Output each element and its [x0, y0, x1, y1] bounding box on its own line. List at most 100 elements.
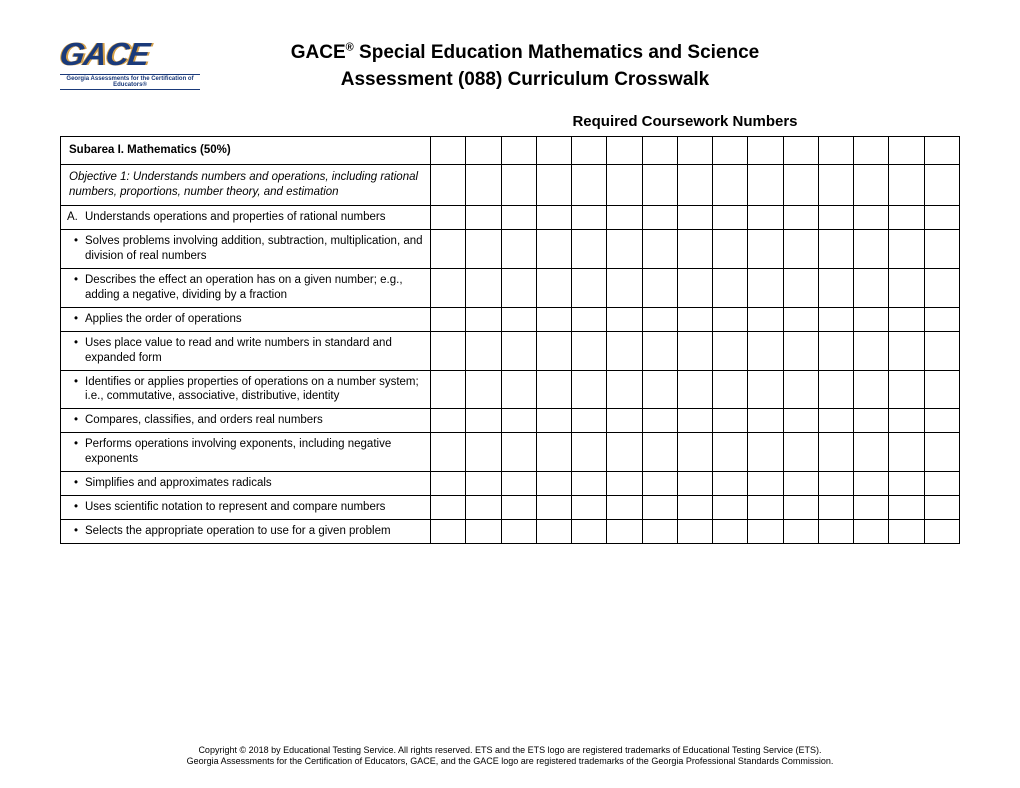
- blank-cell[interactable]: [889, 520, 924, 544]
- blank-cell[interactable]: [854, 520, 889, 544]
- blank-cell[interactable]: [501, 165, 536, 206]
- blank-cell[interactable]: [854, 229, 889, 268]
- blank-cell[interactable]: [536, 229, 571, 268]
- blank-cell[interactable]: [854, 307, 889, 331]
- blank-cell[interactable]: [677, 137, 712, 165]
- blank-cell[interactable]: [642, 496, 677, 520]
- blank-cell[interactable]: [783, 370, 818, 409]
- blank-cell[interactable]: [818, 409, 853, 433]
- blank-cell[interactable]: [431, 206, 466, 230]
- blank-cell[interactable]: [748, 370, 783, 409]
- blank-cell[interactable]: [713, 307, 748, 331]
- blank-cell[interactable]: [783, 472, 818, 496]
- blank-cell[interactable]: [889, 268, 924, 307]
- blank-cell[interactable]: [818, 206, 853, 230]
- blank-cell[interactable]: [748, 496, 783, 520]
- blank-cell[interactable]: [677, 496, 712, 520]
- blank-cell[interactable]: [431, 433, 466, 472]
- blank-cell[interactable]: [889, 137, 924, 165]
- blank-cell[interactable]: [572, 496, 607, 520]
- blank-cell[interactable]: [924, 307, 959, 331]
- blank-cell[interactable]: [713, 472, 748, 496]
- blank-cell[interactable]: [642, 433, 677, 472]
- blank-cell[interactable]: [889, 331, 924, 370]
- blank-cell[interactable]: [501, 472, 536, 496]
- blank-cell[interactable]: [677, 433, 712, 472]
- blank-cell[interactable]: [818, 433, 853, 472]
- blank-cell[interactable]: [748, 268, 783, 307]
- blank-cell[interactable]: [642, 229, 677, 268]
- blank-cell[interactable]: [924, 229, 959, 268]
- blank-cell[interactable]: [889, 433, 924, 472]
- blank-cell[interactable]: [713, 370, 748, 409]
- blank-cell[interactable]: [572, 331, 607, 370]
- blank-cell[interactable]: [607, 472, 642, 496]
- blank-cell[interactable]: [572, 165, 607, 206]
- blank-cell[interactable]: [501, 331, 536, 370]
- blank-cell[interactable]: [818, 307, 853, 331]
- blank-cell[interactable]: [536, 165, 571, 206]
- blank-cell[interactable]: [818, 229, 853, 268]
- blank-cell[interactable]: [642, 307, 677, 331]
- blank-cell[interactable]: [501, 206, 536, 230]
- blank-cell[interactable]: [854, 137, 889, 165]
- blank-cell[interactable]: [889, 307, 924, 331]
- blank-cell[interactable]: [501, 370, 536, 409]
- blank-cell[interactable]: [677, 472, 712, 496]
- blank-cell[interactable]: [572, 370, 607, 409]
- blank-cell[interactable]: [783, 307, 818, 331]
- blank-cell[interactable]: [642, 331, 677, 370]
- blank-cell[interactable]: [748, 433, 783, 472]
- blank-cell[interactable]: [818, 496, 853, 520]
- blank-cell[interactable]: [854, 433, 889, 472]
- blank-cell[interactable]: [748, 206, 783, 230]
- blank-cell[interactable]: [572, 472, 607, 496]
- blank-cell[interactable]: [924, 137, 959, 165]
- blank-cell[interactable]: [466, 472, 501, 496]
- blank-cell[interactable]: [466, 370, 501, 409]
- blank-cell[interactable]: [783, 520, 818, 544]
- blank-cell[interactable]: [431, 229, 466, 268]
- blank-cell[interactable]: [713, 137, 748, 165]
- blank-cell[interactable]: [536, 496, 571, 520]
- blank-cell[interactable]: [642, 206, 677, 230]
- blank-cell[interactable]: [501, 496, 536, 520]
- blank-cell[interactable]: [572, 433, 607, 472]
- blank-cell[interactable]: [536, 409, 571, 433]
- blank-cell[interactable]: [783, 433, 818, 472]
- blank-cell[interactable]: [924, 472, 959, 496]
- blank-cell[interactable]: [466, 307, 501, 331]
- blank-cell[interactable]: [607, 229, 642, 268]
- blank-cell[interactable]: [889, 370, 924, 409]
- blank-cell[interactable]: [501, 268, 536, 307]
- blank-cell[interactable]: [818, 520, 853, 544]
- blank-cell[interactable]: [748, 165, 783, 206]
- blank-cell[interactable]: [748, 520, 783, 544]
- blank-cell[interactable]: [783, 496, 818, 520]
- blank-cell[interactable]: [783, 206, 818, 230]
- blank-cell[interactable]: [501, 137, 536, 165]
- blank-cell[interactable]: [466, 165, 501, 206]
- blank-cell[interactable]: [607, 433, 642, 472]
- blank-cell[interactable]: [677, 307, 712, 331]
- blank-cell[interactable]: [536, 331, 571, 370]
- blank-cell[interactable]: [854, 496, 889, 520]
- blank-cell[interactable]: [466, 433, 501, 472]
- blank-cell[interactable]: [642, 268, 677, 307]
- blank-cell[interactable]: [713, 520, 748, 544]
- blank-cell[interactable]: [607, 268, 642, 307]
- blank-cell[interactable]: [466, 520, 501, 544]
- blank-cell[interactable]: [501, 520, 536, 544]
- blank-cell[interactable]: [607, 370, 642, 409]
- blank-cell[interactable]: [466, 229, 501, 268]
- blank-cell[interactable]: [854, 206, 889, 230]
- blank-cell[interactable]: [607, 307, 642, 331]
- blank-cell[interactable]: [431, 165, 466, 206]
- blank-cell[interactable]: [818, 331, 853, 370]
- blank-cell[interactable]: [677, 520, 712, 544]
- blank-cell[interactable]: [783, 137, 818, 165]
- blank-cell[interactable]: [536, 268, 571, 307]
- blank-cell[interactable]: [466, 496, 501, 520]
- blank-cell[interactable]: [607, 165, 642, 206]
- blank-cell[interactable]: [642, 370, 677, 409]
